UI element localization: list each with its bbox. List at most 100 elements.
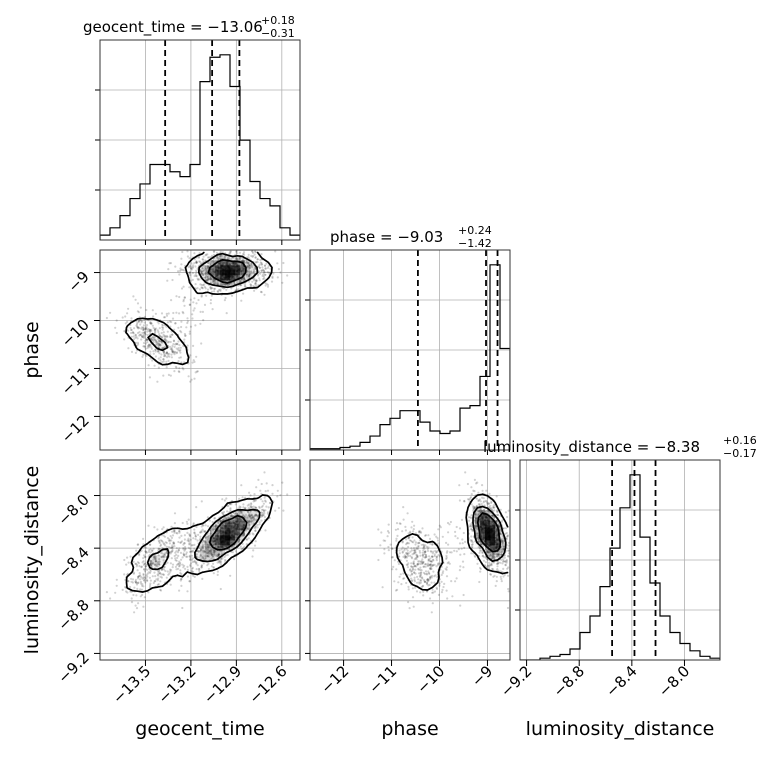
sample-point xyxy=(409,530,412,533)
sample-point xyxy=(200,547,203,550)
sample-point xyxy=(242,259,245,262)
sample-point xyxy=(222,268,225,271)
sample-point xyxy=(224,268,227,272)
sample-point xyxy=(226,539,229,542)
sample-point xyxy=(447,531,450,534)
sample-point xyxy=(205,271,209,274)
sample-point xyxy=(233,537,236,540)
sample-point xyxy=(170,539,173,542)
sample-point xyxy=(204,272,207,275)
sample-point xyxy=(134,336,137,339)
sample-point xyxy=(215,268,218,271)
sample-point xyxy=(217,542,220,545)
sample-point xyxy=(206,266,209,270)
sample-point xyxy=(228,273,231,276)
sample-point xyxy=(506,515,509,519)
sample-point xyxy=(401,540,404,543)
sample-point xyxy=(218,272,221,275)
sample-point xyxy=(224,545,227,548)
sample-point xyxy=(387,545,390,549)
density-cell xyxy=(205,555,211,561)
sample-point xyxy=(407,601,410,604)
density-cell xyxy=(240,265,246,271)
sample-point xyxy=(170,350,174,353)
sample-point xyxy=(138,572,141,575)
sample-point xyxy=(227,529,230,532)
sample-point xyxy=(420,585,423,589)
sample-point xyxy=(207,562,210,566)
sample-point xyxy=(492,524,495,527)
sample-point xyxy=(243,523,246,527)
density-cell xyxy=(225,515,231,521)
sample-point xyxy=(143,321,146,324)
sample-point xyxy=(440,573,443,577)
sample-point xyxy=(193,559,196,562)
sample-point xyxy=(136,326,139,329)
sample-point xyxy=(215,266,218,269)
density-cell xyxy=(225,525,231,531)
sample-point xyxy=(127,561,130,564)
sample-point xyxy=(180,361,183,364)
sample-point xyxy=(199,535,202,538)
density-cell xyxy=(230,280,236,286)
density-cell xyxy=(245,275,251,281)
sample-point xyxy=(405,559,408,562)
sample-point xyxy=(227,527,230,530)
sample-point xyxy=(236,258,239,261)
sample-point xyxy=(220,264,224,267)
sample-point xyxy=(226,532,229,535)
density-cell xyxy=(205,260,211,266)
sample-point xyxy=(218,275,221,278)
sample-point xyxy=(216,256,219,259)
sample-point xyxy=(216,280,219,283)
sample-point xyxy=(209,286,212,289)
sample-point xyxy=(494,584,497,588)
sample-point xyxy=(186,255,189,258)
sample-point xyxy=(218,263,222,266)
sample-point xyxy=(240,272,243,275)
sample-point xyxy=(429,575,432,578)
sample-point xyxy=(190,267,193,270)
sample-point xyxy=(170,356,173,359)
sample-point xyxy=(201,266,204,269)
density-cell xyxy=(215,265,221,271)
sample-point xyxy=(395,522,399,525)
density-cell xyxy=(220,525,226,531)
sample-point xyxy=(230,524,234,528)
sample-point xyxy=(240,548,243,551)
sample-point xyxy=(261,500,264,503)
sample-point xyxy=(226,264,229,267)
sample-point xyxy=(154,575,157,578)
sample-point xyxy=(215,274,219,277)
sample-point xyxy=(191,272,194,275)
sample-point xyxy=(218,270,221,273)
sample-point xyxy=(276,495,279,498)
sample-point xyxy=(130,328,133,331)
sample-point xyxy=(224,269,227,272)
sample-point xyxy=(222,541,226,545)
sample-point xyxy=(154,557,157,561)
sample-point xyxy=(194,265,197,268)
density-cell xyxy=(160,555,166,561)
sample-point xyxy=(221,272,224,275)
sample-point xyxy=(137,326,140,329)
sample-point xyxy=(246,265,249,268)
sample-point xyxy=(221,544,224,547)
sample-point xyxy=(254,525,257,528)
sample-point xyxy=(137,602,140,605)
sample-point xyxy=(239,267,242,270)
sample-point xyxy=(163,355,166,358)
sample-point xyxy=(222,518,225,521)
sample-point xyxy=(281,281,284,284)
sample-point xyxy=(236,275,239,278)
sample-point xyxy=(254,261,257,264)
sample-point xyxy=(249,515,252,518)
density-cell xyxy=(480,525,486,531)
sample-point xyxy=(154,312,157,315)
sample-point xyxy=(258,266,261,269)
sample-point xyxy=(470,539,473,542)
sample-point xyxy=(175,352,178,355)
sample-point xyxy=(235,269,238,272)
sample-point xyxy=(141,335,144,338)
sample-point xyxy=(130,350,134,353)
